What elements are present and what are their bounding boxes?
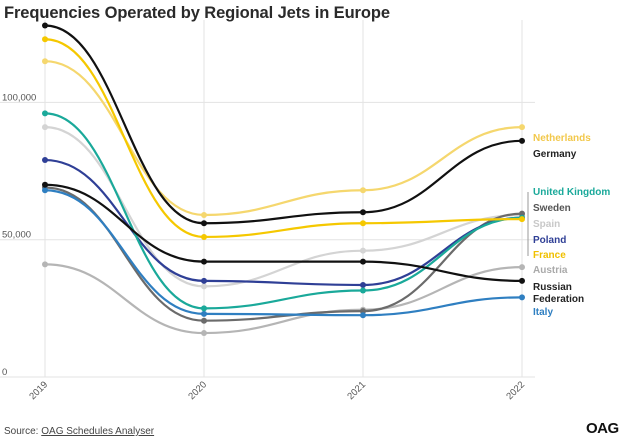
chart-title: Frequencies Operated by Regional Jets in… [4,4,390,22]
data-point-austria [42,261,48,268]
data-point-austria [519,264,525,271]
series-label-poland: Poland [533,235,566,246]
data-point-italy [201,310,207,317]
series-label-russian-federation: Russian [533,282,572,293]
data-point-italy [360,312,366,319]
series-label-germany: Germany [533,149,577,160]
source-prefix: Source: [4,426,42,437]
data-point-poland [360,282,366,289]
data-point-russian-federation [42,181,48,188]
x-tick-label: 2021 [345,379,368,402]
data-point-spain [360,247,366,254]
series-line-poland [43,158,524,287]
data-point-netherlands [360,187,366,194]
series-label-united-kingdom: United Kingdom [533,187,610,198]
data-point-austria [201,330,207,337]
y-tick-label: 100,000 [2,92,36,103]
data-point-russian-federation [519,277,525,284]
data-point-netherlands [42,58,48,65]
series-line-austria [43,263,524,335]
series-line-netherlands [43,60,524,217]
series-lines [42,22,525,337]
data-point-united-kingdom [201,305,207,312]
data-point-spain [201,283,207,290]
data-point-italy [519,294,525,301]
data-point-sweden [201,317,207,324]
data-point-france [519,216,525,223]
data-point-united-kingdom [42,110,48,117]
data-point-france [360,220,366,227]
series-label-italy: Italy [533,307,553,318]
data-point-poland [201,277,207,284]
data-point-sweden [519,210,525,217]
x-tick-label: 2022 [504,379,527,402]
series-line-france [43,38,524,239]
series-labels: Netherlands Germany United Kingdom Sweden Sp… [527,133,610,318]
data-point-spain [42,124,48,131]
series-line-germany [43,24,524,225]
series-label-russian-federation: Federation [533,294,584,305]
data-point-netherlands [201,211,207,218]
data-point-italy [42,187,48,194]
series-line-italy [43,189,524,317]
y-tick-label: 50,000 [2,230,31,241]
series-label-netherlands: Netherlands [533,133,591,144]
x-tick-label: 2019 [27,379,50,402]
data-point-france [201,233,207,240]
series-label-austria: Austria [533,265,568,276]
series-label-spain: Spain [533,219,560,230]
data-point-netherlands [519,124,525,131]
data-point-poland [42,157,48,164]
oag-logo: OAG [586,420,619,437]
series-label-sweden: Sweden [533,203,571,214]
data-point-russian-federation [360,258,366,265]
data-point-france [42,36,48,43]
x-tick-label: 2020 [186,379,209,402]
data-point-germany [201,220,207,227]
data-point-united-kingdom [360,287,366,294]
series-line-sweden [43,186,524,322]
data-point-germany [360,209,366,216]
source-note: Source: OAG Schedules Analyser [4,426,154,437]
gridlines [0,20,535,378]
series-line-russian-federation [43,183,524,282]
source-link[interactable]: OAG Schedules Analyser [41,426,155,437]
series-line-united-kingdom [43,112,524,310]
data-point-germany [519,137,525,144]
series-label-france: France [533,250,566,261]
data-point-germany [42,22,48,29]
data-point-sweden [360,308,366,315]
y-tick-label: 0 [2,367,7,378]
data-point-russian-federation [201,258,207,265]
